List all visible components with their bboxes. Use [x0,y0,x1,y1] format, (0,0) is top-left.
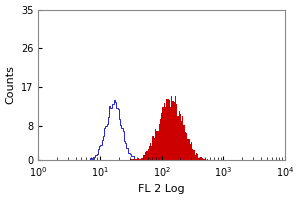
Y-axis label: Counts: Counts [6,65,16,104]
X-axis label: FL 2 Log: FL 2 Log [139,184,185,194]
